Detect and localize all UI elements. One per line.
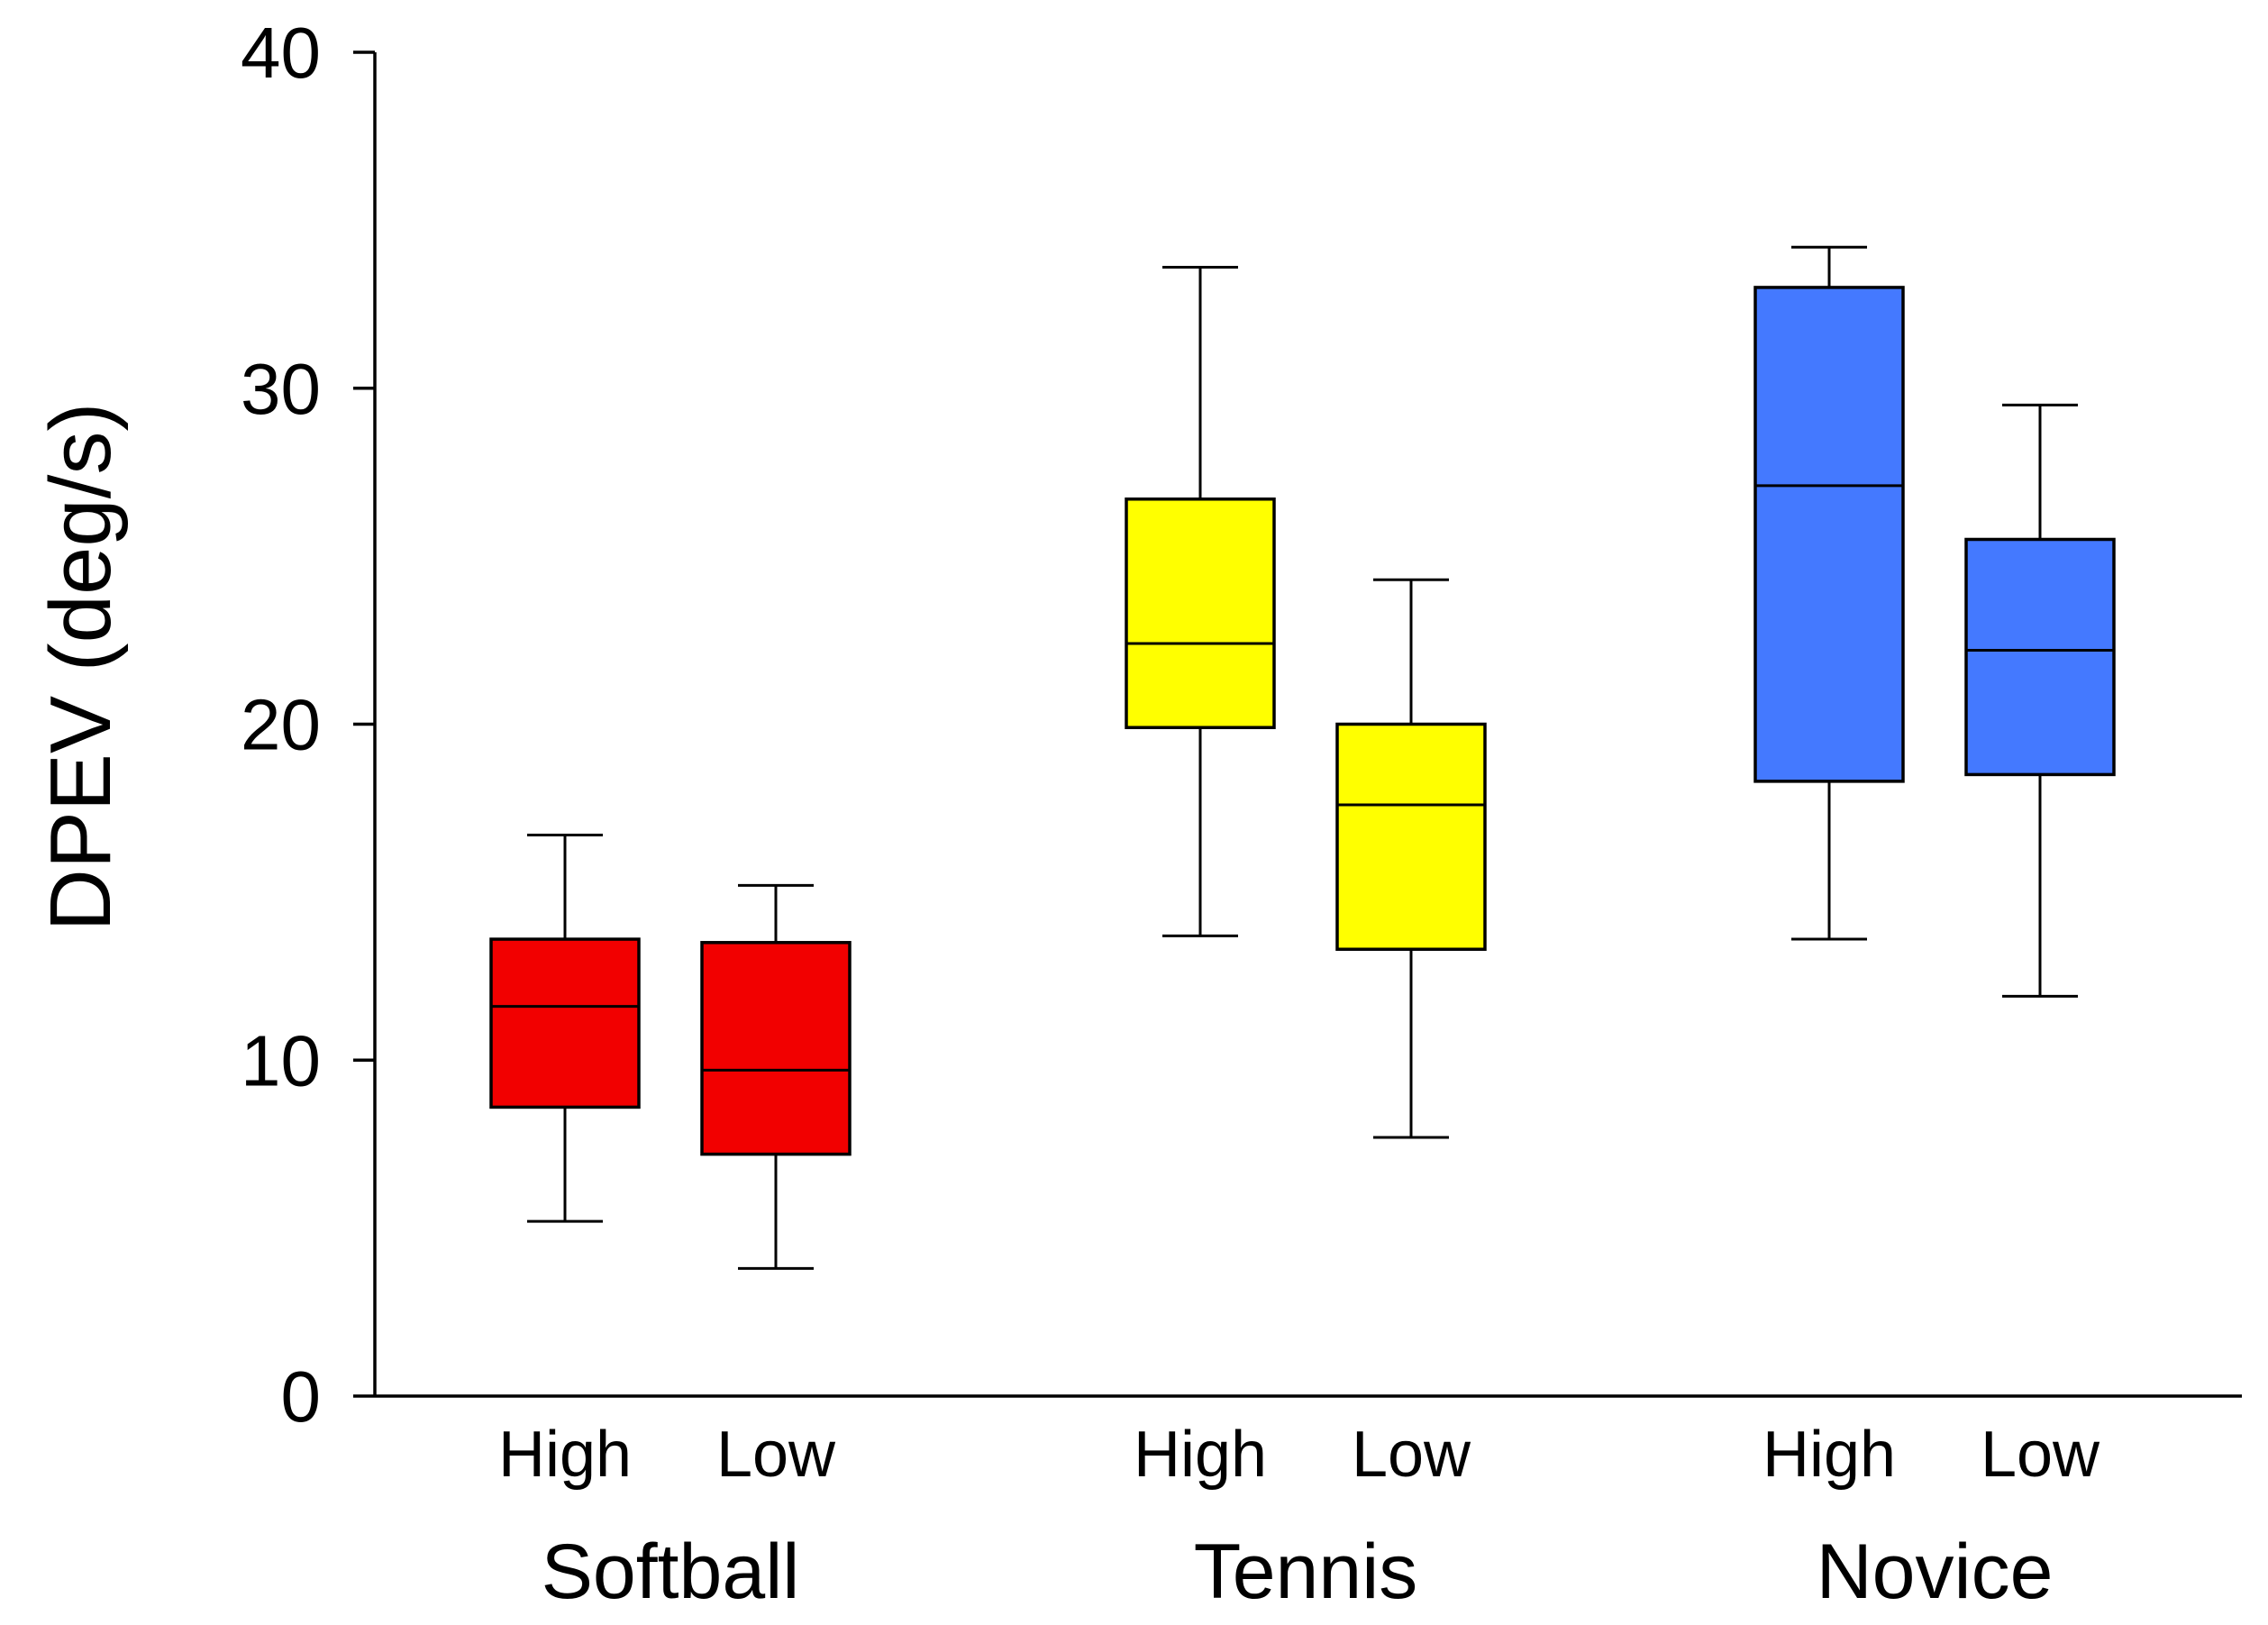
group-label: Tennis xyxy=(1194,1529,1418,1615)
category-label: Low xyxy=(1981,1419,2100,1491)
iqr-box xyxy=(1964,537,2116,777)
iqr-box xyxy=(700,941,852,1156)
iqr-box xyxy=(489,937,641,1109)
group-label: Novice xyxy=(1817,1529,2054,1615)
category-label: Low xyxy=(716,1419,836,1491)
group-label: Softball xyxy=(542,1529,800,1615)
category-label: Low xyxy=(1352,1419,1471,1491)
category-label: High xyxy=(498,1419,632,1491)
y-tick-label: 0 xyxy=(281,1356,322,1437)
plot-area xyxy=(489,245,2116,1270)
axes xyxy=(353,50,2242,1398)
y-axis-label: DPEV (deg/s) xyxy=(32,403,129,932)
iqr-box xyxy=(1753,286,1905,783)
category-label: High xyxy=(1134,1419,1267,1491)
labels: 0 10 20 30 40 High Low Softball High Low Tennis Hig… xyxy=(241,13,2100,1615)
iqr-box xyxy=(1335,722,1487,951)
y-tick-label: 10 xyxy=(241,1020,321,1100)
y-tick-label: 20 xyxy=(241,685,321,765)
y-tick-label: 40 xyxy=(241,13,321,93)
category-label: High xyxy=(1762,1419,1896,1491)
iqr-box xyxy=(1125,498,1276,729)
y-tick-label: 30 xyxy=(241,349,321,429)
